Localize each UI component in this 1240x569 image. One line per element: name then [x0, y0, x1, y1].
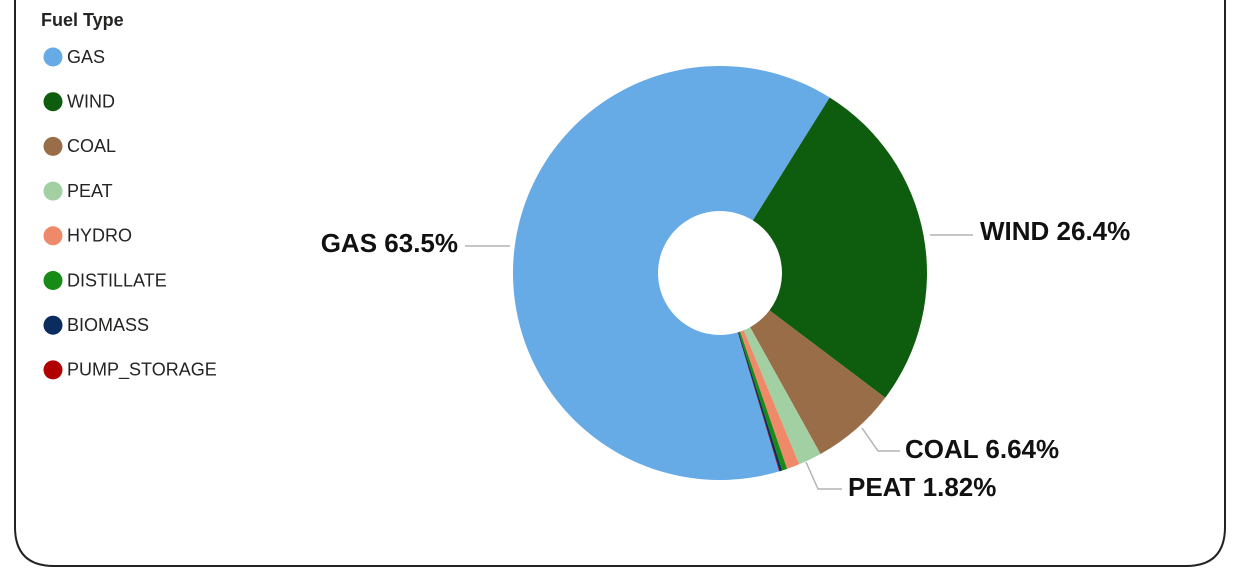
legend-label: GAS	[67, 47, 105, 67]
data-label: COAL 6.64%	[905, 434, 1059, 464]
legend-label: PEAT	[67, 181, 113, 201]
leader-line	[805, 461, 842, 490]
legend-marker	[43, 181, 63, 201]
donut-slice	[512, 65, 830, 481]
legend-label: WIND	[67, 91, 115, 111]
legend-marker	[43, 315, 63, 335]
donut-slice	[737, 332, 780, 472]
donut-slice	[743, 327, 821, 465]
panel-border	[14, 0, 1226, 567]
legend-label: BIOMASS	[67, 315, 149, 335]
donut-slice	[750, 310, 886, 454]
legend-title: Fuel Type	[41, 10, 124, 30]
data-label: PEAT 1.82%	[848, 472, 996, 502]
legend-label: PUMP_STORAGE	[67, 360, 217, 381]
legend-marker	[43, 136, 63, 156]
donut-slice	[737, 332, 783, 472]
legend-marker	[43, 271, 63, 290]
legend-marker	[43, 360, 63, 380]
donut-slice	[752, 97, 927, 398]
leader-line	[861, 427, 900, 452]
data-label: WIND 26.4%	[980, 216, 1130, 246]
donut-slice	[738, 331, 788, 471]
legend-marker	[43, 226, 63, 246]
data-label: GAS 63.5%	[321, 228, 458, 258]
donut-slice	[740, 330, 800, 469]
legend-marker	[43, 92, 63, 112]
legend-label: DISTILLATE	[67, 270, 167, 290]
legend-label: COAL	[67, 136, 116, 156]
legend-label: HYDRO	[67, 226, 132, 246]
legend-marker	[43, 47, 63, 67]
